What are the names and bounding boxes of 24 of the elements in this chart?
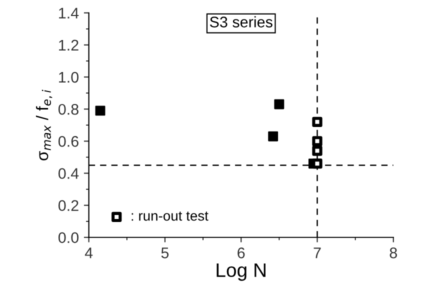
legend-label: : run-out test xyxy=(132,212,208,221)
y-tick-label: 0.2 xyxy=(58,200,78,211)
point xyxy=(268,131,278,142)
y-tick-label: 0.8 xyxy=(58,104,78,115)
x-tick-label: 6 xyxy=(238,248,245,258)
y-tick-label: 1.2 xyxy=(59,40,78,50)
point xyxy=(312,116,322,127)
point xyxy=(274,99,284,110)
point xyxy=(312,158,322,169)
x-tick-label: 8 xyxy=(390,248,397,258)
x-axis-title: Log N xyxy=(216,263,266,281)
chart-title: S3 series xyxy=(210,16,272,28)
y-tick-label: 1.4 xyxy=(59,8,79,18)
x-tick-label: 7 xyxy=(314,248,321,258)
y-tick-label: 1.0 xyxy=(59,72,79,83)
point xyxy=(312,146,322,156)
x-tick-label: 5 xyxy=(161,248,169,258)
point xyxy=(312,136,322,146)
point xyxy=(95,106,106,116)
y-tick-label: 0.0 xyxy=(58,232,79,244)
y-axis-title: σ$_{max}$ / f$_{e,i}$ xyxy=(36,90,52,160)
y-tick-label: 0.6 xyxy=(58,136,78,147)
y-tick-label: 0.4 xyxy=(58,168,79,179)
x-tick-label: 4 xyxy=(84,248,93,258)
